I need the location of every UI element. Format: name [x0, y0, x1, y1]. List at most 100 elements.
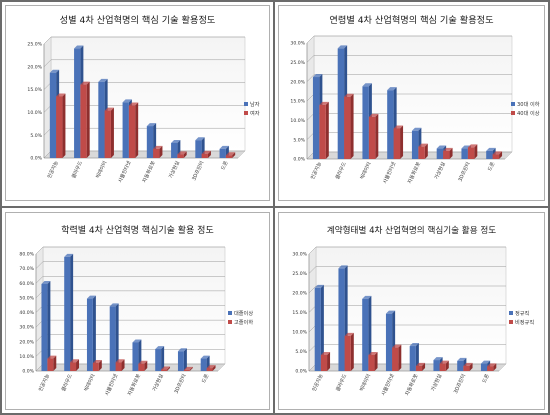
chart-panel-gender: 성별 4차 산업혁명의 핵심 기술 활용정도 0.0% 5.0% 10.0% 15.0%… — [5, 5, 270, 201]
x-category-label: 빅데이터 — [94, 160, 108, 180]
bar-series1 — [64, 253, 74, 371]
y-tick-label: 15.0% — [292, 310, 307, 316]
x-category-label: 클라우드 — [334, 373, 348, 393]
y-tick-label: 60.0% — [19, 281, 34, 287]
frame-top-border — [0, 0, 550, 2]
gridline — [35, 276, 225, 284]
bar-series2 — [368, 113, 379, 159]
bar-series2 — [344, 332, 354, 371]
gridline — [35, 261, 225, 269]
legend-label: 여자 — [250, 109, 260, 117]
y-tick-label: 0.0% — [295, 369, 307, 375]
y-tick-label: 20.0% — [292, 291, 307, 297]
x-category-label: 인공지능 — [37, 373, 51, 393]
bar-series2 — [439, 360, 449, 371]
x-category-label: 사물인터넷 — [103, 373, 119, 397]
chart-title: 연령별 4차 산업혁명의 핵심 기술 활용정도 — [329, 14, 493, 26]
y-tick-label: 20.0% — [290, 79, 305, 85]
bar-series2 — [153, 145, 163, 158]
legend-swatch — [511, 102, 515, 106]
x-category-label: 인공지능 — [309, 161, 323, 181]
y-tick-label: 0.0% — [22, 369, 34, 375]
x-category-label: 가상현실 — [429, 373, 443, 393]
x-category-label: 빅데이터 — [359, 161, 373, 181]
frame-middle-divider — [0, 206, 550, 208]
x-category-label: 자동화로봇 — [126, 373, 142, 397]
bar-series1 — [86, 295, 96, 371]
bar-series2 — [415, 362, 426, 371]
y-tick-label: 0.0% — [30, 156, 42, 162]
y-tick-label: 5.0% — [30, 133, 42, 139]
frame-right-border — [548, 0, 550, 415]
x-category-label: 가상현실 — [433, 161, 447, 181]
x-category-label: 가상현실 — [151, 373, 165, 393]
chart-title: 학력별 4차 산업혁명 핵심기술 활용 정도 — [61, 224, 214, 236]
y-tick-label: 10.0% — [290, 118, 305, 124]
bar-series1 — [177, 348, 187, 371]
bar-series1 — [195, 137, 205, 158]
y-tick-label: 5.0% — [293, 137, 305, 143]
frame-bottom-border — [0, 413, 550, 415]
frame-left-border — [0, 0, 2, 415]
gridline — [308, 285, 506, 294]
x-category-label: 3D프린터 — [457, 161, 472, 183]
bar-series1 — [155, 346, 165, 371]
y-tick-label: 15.0% — [290, 99, 305, 105]
x-category-label: 3D프린터 — [190, 160, 205, 182]
y-tick-label: 10.0% — [27, 110, 42, 116]
bar-series2 — [492, 151, 503, 159]
y-tick-label: 80.0% — [19, 252, 34, 258]
gridline — [308, 266, 506, 274]
x-category-label: 드론 — [220, 160, 229, 171]
gridline — [306, 74, 512, 82]
chart-title: 계약형태별 4차 산업혁명의 핵심기술 활용 정도 — [327, 224, 496, 236]
bar-series2 — [320, 352, 331, 371]
bar-series2 — [92, 359, 102, 371]
chart-panel-contract: 계약형태별 4차 산업혁명의 핵심기술 활용 정도 0.0% 5.0% 10.0% 15… — [278, 212, 545, 410]
bar-series2 — [487, 363, 497, 371]
x-category-label: 자동화로봇 — [141, 160, 157, 184]
y-tick-label: 70.0% — [19, 266, 34, 272]
bar-series2 — [467, 144, 478, 159]
bar-series2 — [368, 352, 378, 371]
x-category-label: 클라우드 — [334, 161, 348, 181]
x-category-label: 클라우드 — [70, 160, 84, 180]
legend-swatch — [244, 111, 248, 115]
bar-series2 — [206, 365, 216, 371]
legend-label: 30대 이하 — [517, 100, 540, 108]
chart-svg: 학력별 4차 산업혁명 핵심기술 활용 정도 0.0% 10.0% 20.0% 30.0… — [19, 224, 253, 397]
y-tick-label: 30.0% — [290, 41, 305, 47]
x-category-label: 자동화로봇 — [404, 373, 420, 397]
bar-series2 — [393, 125, 404, 159]
x-category-label: 빅데이터 — [358, 373, 372, 393]
bar-series2 — [319, 101, 329, 159]
y-tick-label: 0.0% — [293, 157, 305, 163]
chart-svg: 성별 4차 산업혁명의 핵심 기술 활용정도 0.0% 5.0% 10.0% 15.0%… — [27, 14, 260, 184]
x-category-label: 자동화로봇 — [406, 161, 422, 185]
x-category-label: 빅데이터 — [83, 373, 97, 393]
bar-series2 — [463, 362, 473, 371]
y-tick-label: 25.0% — [27, 42, 42, 48]
x-category-label: 사물인터넷 — [381, 161, 397, 185]
bar-series2 — [161, 366, 171, 371]
x-category-label: 사물인터넷 — [380, 373, 396, 397]
x-category-label: 인공지능 — [46, 160, 60, 180]
x-category-label: 3D프린터 — [173, 373, 188, 395]
chart-svg: 연령별 4차 산업혁명의 핵심 기술 활용정도 0.0% 5.0% 10.0% 15.0… — [290, 14, 540, 185]
legend-label: 남자 — [250, 100, 260, 108]
legend-swatch — [511, 111, 515, 115]
bar-series2 — [201, 150, 211, 158]
chart-title: 성별 4차 산업혁명의 핵심 기술 활용정도 — [60, 14, 216, 26]
bar-series2 — [104, 107, 114, 158]
legend-label: 40대 이상 — [517, 109, 540, 117]
legend-swatch — [509, 311, 513, 315]
gridline — [308, 246, 506, 255]
y-tick-label: 40.0% — [19, 310, 34, 316]
y-tick-label: 5.0% — [295, 349, 307, 355]
chart-panel-education: 학력별 4차 산업혁명 핵심기술 활용 정도 0.0% 10.0% 20.0% 30.0… — [5, 212, 270, 410]
frame-center-divider — [273, 0, 275, 415]
bar-series2 — [225, 152, 236, 158]
x-category-label: 3D프린터 — [452, 373, 467, 395]
bar-series2 — [47, 355, 57, 371]
